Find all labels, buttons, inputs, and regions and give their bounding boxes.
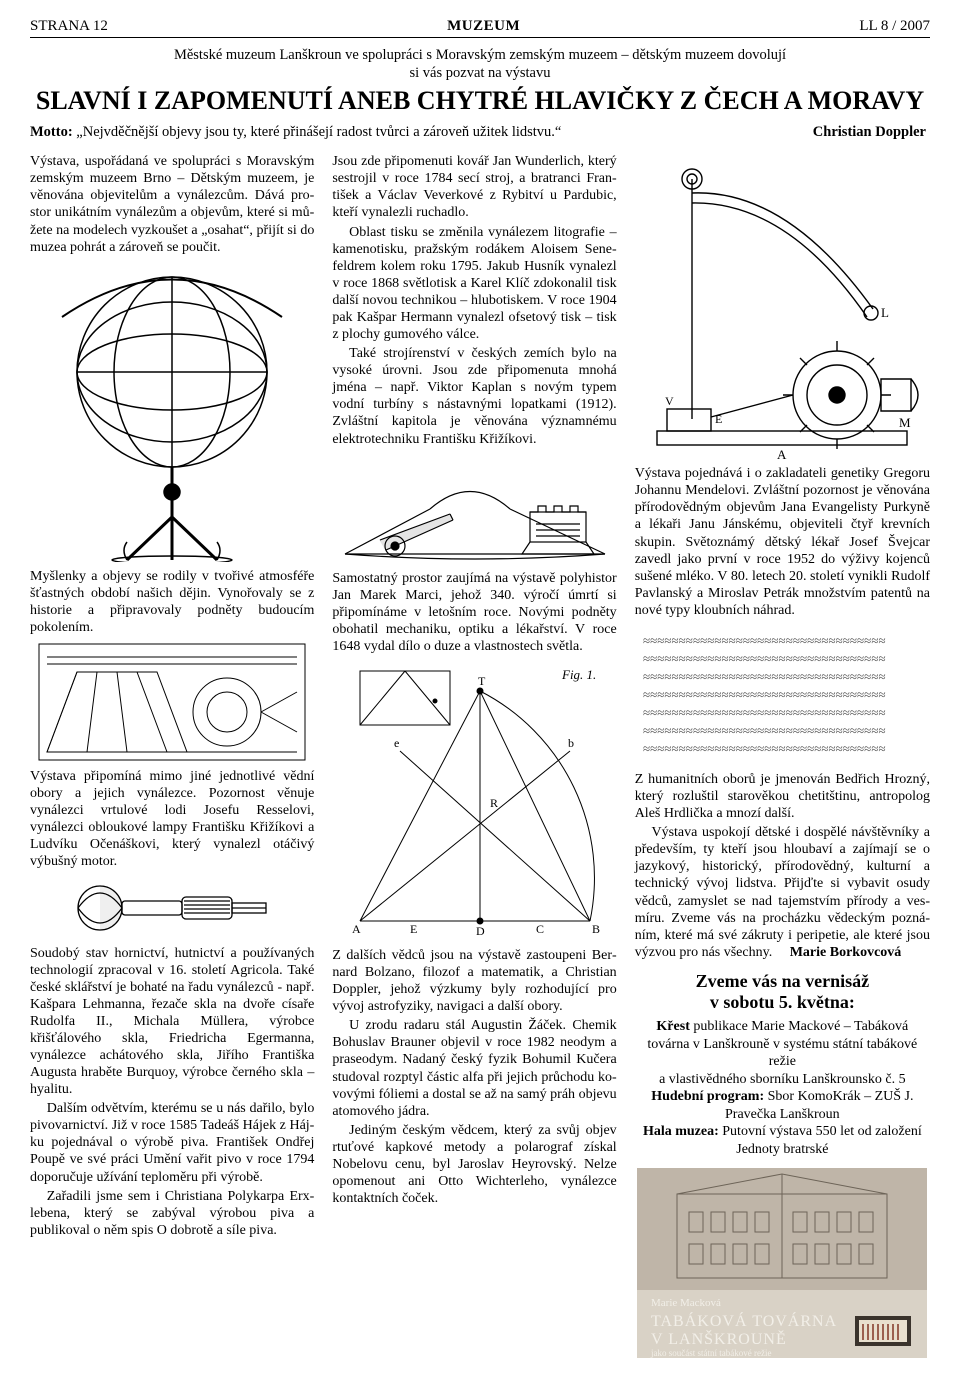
c2-p7: Jediným českým vědcem, který za svůj obj… xyxy=(332,1122,616,1207)
page-header: STRANA 12 MUZEUM LL 8 / 2007 xyxy=(30,18,930,38)
c2-p1: Jsou zde připomenuti kovář Jan Wunderlic… xyxy=(332,153,616,221)
book-author: Marie Macková xyxy=(651,1297,721,1309)
c2-p3: Také strojírenství v českých zemích bylo… xyxy=(332,345,616,447)
svg-text:≈≈≈≈≈≈≈≈≈≈≈≈≈≈≈≈≈≈≈≈≈≈≈≈≈≈≈≈≈≈: ≈≈≈≈≈≈≈≈≈≈≈≈≈≈≈≈≈≈≈≈≈≈≈≈≈≈≈≈≈≈≈≈≈≈ xyxy=(643,651,886,666)
c3-author: Marie Borkovcová xyxy=(790,945,902,960)
invite-title: Zveme vás na vernisáž v sobotu 5. května… xyxy=(635,971,930,1014)
svg-text:E: E xyxy=(410,922,417,936)
header-left: STRANA 12 xyxy=(30,18,108,35)
invite-title-l1: Zveme vás na vernisáž xyxy=(696,971,869,991)
svg-text:A: A xyxy=(352,922,361,936)
svg-text:Fig. 1.: Fig. 1. xyxy=(561,667,596,682)
c3-p3: Výstava uspokojí dětské i dospělé návště… xyxy=(635,824,930,961)
c1-p6: Zařadili jsme sem i Christiana Polykarpa… xyxy=(30,1188,314,1239)
column-1: Výstava, uspořádaná ve spolupráci s Mora… xyxy=(30,153,314,1364)
figure-workshop-engraving xyxy=(37,642,307,762)
invite-hudba-label: Hudební program: xyxy=(651,1089,764,1104)
invite-krest-label: Křest xyxy=(656,1019,689,1034)
figure-arc-lamp xyxy=(72,877,272,939)
column-2: Jsou zde připomenuti kovář Jan Wunderlic… xyxy=(332,153,616,1364)
svg-text:≈≈≈≈≈≈≈≈≈≈≈≈≈≈≈≈≈≈≈≈≈≈≈≈≈≈≈≈≈≈: ≈≈≈≈≈≈≈≈≈≈≈≈≈≈≈≈≈≈≈≈≈≈≈≈≈≈≈≈≈≈≈≈≈≈ xyxy=(643,669,886,684)
c2-p6: U zrodu radaru stál Augustin Žáček. Chem… xyxy=(332,1017,616,1119)
svg-text:e: e xyxy=(394,736,399,750)
page: STRANA 12 MUZEUM LL 8 / 2007 Městské muz… xyxy=(0,0,960,1388)
figure-doppler-apparatus: L M V E A xyxy=(637,159,927,459)
svg-text:V: V xyxy=(665,394,674,408)
book-subtitle: jako součást státní tabákové režie xyxy=(650,1348,771,1358)
svg-text:≈≈≈≈≈≈≈≈≈≈≈≈≈≈≈≈≈≈≈≈≈≈≈≈≈≈≈≈≈≈: ≈≈≈≈≈≈≈≈≈≈≈≈≈≈≈≈≈≈≈≈≈≈≈≈≈≈≈≈≈≈≈≈≈≈ xyxy=(643,687,886,702)
invite-title-l2: v sobotu 5. května: xyxy=(710,992,855,1012)
figure-cannon-engraving xyxy=(340,454,610,564)
header-right: LL 8 / 2007 xyxy=(859,18,930,35)
motto-label: Motto: xyxy=(30,124,73,140)
motto-text: „Nejvděčnější objevy jsou ty, které přin… xyxy=(73,124,562,140)
c3-p2: Z humanitních oborů je jmenován Bedřich … xyxy=(635,771,930,822)
c1-p2: Myšlenky a objevy se rodily v tvořivé at… xyxy=(30,568,314,636)
figure-book-cover: Marie Macková TABÁKOVÁ TOVÁRNA V LANŠKRO… xyxy=(637,1168,927,1358)
svg-text:R: R xyxy=(490,796,498,810)
c1-p4: Soudobý stav hornictví, hutnictví a použ… xyxy=(30,945,314,1099)
c2-p2: Oblast tisku se změnila vynálezem litogr… xyxy=(332,224,616,344)
svg-text:≈≈≈≈≈≈≈≈≈≈≈≈≈≈≈≈≈≈≈≈≈≈≈≈≈≈≈≈≈≈: ≈≈≈≈≈≈≈≈≈≈≈≈≈≈≈≈≈≈≈≈≈≈≈≈≈≈≈≈≈≈≈≈≈≈ xyxy=(643,723,886,738)
svg-text:L: L xyxy=(881,305,889,320)
svg-text:C: C xyxy=(536,922,544,936)
figure-manuscript: ≈≈≈≈≈≈≈≈≈≈≈≈≈≈≈≈≈≈≈≈≈≈≈≈≈≈≈≈≈≈≈≈≈≈ ≈≈≈≈≈… xyxy=(637,625,927,765)
c3-p1: Výstava pojednává i o zakladateli geneti… xyxy=(635,465,930,619)
svg-text:T: T xyxy=(478,674,486,688)
column-3: L M V E A xyxy=(635,153,930,1364)
svg-text:≈≈≈≈≈≈≈≈≈≈≈≈≈≈≈≈≈≈≈≈≈≈≈≈≈≈≈≈≈≈: ≈≈≈≈≈≈≈≈≈≈≈≈≈≈≈≈≈≈≈≈≈≈≈≈≈≈≈≈≈≈≈≈≈≈ xyxy=(643,741,886,756)
invite-hala-text: Putovní výstava 550 let od založení Jedn… xyxy=(719,1124,922,1157)
intro-text: Městské muzeum Lanškroun ve spolupráci s… xyxy=(170,46,790,82)
motto-author: Christian Doppler xyxy=(813,124,926,140)
svg-text:b: b xyxy=(568,736,574,750)
article-title: SLAVNÍ I ZAPOMENUTÍ ANEB CHYTRÉ HLAVIČKY… xyxy=(30,86,930,116)
svg-text:D: D xyxy=(476,924,485,938)
book-title-l1: TABÁKOVÁ TOVÁRNA xyxy=(651,1311,837,1330)
svg-text:B: B xyxy=(592,922,600,936)
svg-text:≈≈≈≈≈≈≈≈≈≈≈≈≈≈≈≈≈≈≈≈≈≈≈≈≈≈≈≈≈≈: ≈≈≈≈≈≈≈≈≈≈≈≈≈≈≈≈≈≈≈≈≈≈≈≈≈≈≈≈≈≈≈≈≈≈ xyxy=(643,705,886,720)
figure-armillary-sphere xyxy=(42,262,302,562)
c2-p4: Samostatný prostor zaujímá na výstavě po… xyxy=(332,570,616,655)
c3-p3-text: Výstava uspokojí dětské i dospělé návště… xyxy=(635,825,930,960)
figure-geometry-diagram: Fig. 1. T xyxy=(340,661,610,941)
invite-body: Křest publikace Marie Mackové – Tabáková… xyxy=(635,1018,930,1158)
c1-p3: Výstava připomíná mimo jiné jednotlivé v… xyxy=(30,768,314,870)
invite-line2: a vlastivědného sborníku Lanškrounsko č.… xyxy=(659,1072,906,1087)
c1-p5: Dalším odvětvím, kterému se u nás dařilo… xyxy=(30,1100,314,1185)
c1-p1: Výstava, uspořádaná ve spolupráci s Mora… xyxy=(30,153,314,255)
invite-hala-label: Hala muzea: xyxy=(643,1124,719,1139)
book-title-l2: V LANŠKROUNĚ xyxy=(651,1329,787,1348)
motto: Motto: „Nejvděčnější objevy jsou ty, kte… xyxy=(30,124,930,141)
c2-p5: Z dalších vědců jsou na výstavě zastoupe… xyxy=(332,947,616,1015)
header-center: MUZEUM xyxy=(447,18,520,35)
svg-text:M: M xyxy=(899,415,911,430)
svg-text:A: A xyxy=(777,447,787,459)
svg-text:≈≈≈≈≈≈≈≈≈≈≈≈≈≈≈≈≈≈≈≈≈≈≈≈≈≈≈≈≈≈: ≈≈≈≈≈≈≈≈≈≈≈≈≈≈≈≈≈≈≈≈≈≈≈≈≈≈≈≈≈≈≈≈≈≈ xyxy=(643,633,886,648)
